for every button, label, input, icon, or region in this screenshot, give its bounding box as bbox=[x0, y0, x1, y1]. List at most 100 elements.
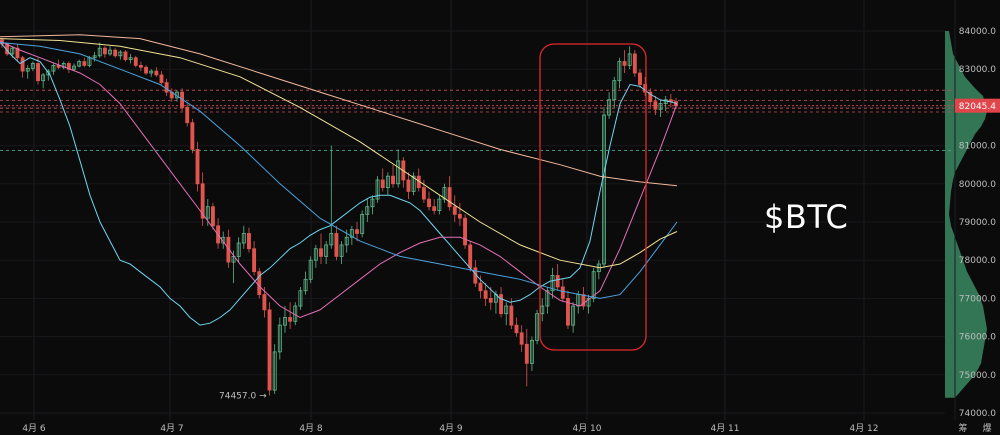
candle-body bbox=[529, 340, 534, 364]
x-tick-label: 4月 11 bbox=[710, 423, 739, 434]
candle-body bbox=[622, 61, 627, 66]
candle-body bbox=[308, 259, 313, 280]
candle-body bbox=[612, 80, 617, 101]
candle bbox=[15, 44, 20, 62]
candle-body bbox=[571, 305, 576, 326]
candle-body bbox=[391, 175, 395, 185]
y-tick-label: 77000.0 bbox=[959, 294, 996, 304]
candle bbox=[658, 99, 663, 117]
candle-body bbox=[20, 57, 25, 72]
candle-body bbox=[159, 74, 164, 83]
candle-body bbox=[51, 64, 56, 72]
candle-body bbox=[509, 305, 514, 326]
candle bbox=[82, 57, 87, 68]
candle-body bbox=[483, 290, 488, 299]
candle bbox=[262, 286, 267, 318]
candle-body bbox=[247, 233, 251, 250]
candle bbox=[339, 241, 344, 265]
candle-body bbox=[319, 248, 323, 257]
candle bbox=[20, 55, 25, 78]
candle-body bbox=[303, 278, 308, 292]
candle-body bbox=[102, 47, 107, 55]
candle-body bbox=[627, 53, 632, 66]
candle-body bbox=[550, 275, 555, 292]
candle-body bbox=[108, 49, 112, 55]
candle-body bbox=[324, 244, 329, 257]
candle bbox=[113, 48, 118, 58]
y-tick-label: 80000.0 bbox=[959, 180, 996, 190]
candle-body bbox=[545, 290, 550, 307]
candle bbox=[566, 290, 570, 329]
candle bbox=[298, 286, 303, 310]
candle-body bbox=[205, 206, 210, 219]
candle-body bbox=[252, 248, 257, 273]
candle bbox=[488, 286, 493, 310]
x-tick-label: 4月 6 bbox=[22, 423, 46, 434]
candle bbox=[555, 264, 560, 291]
candle bbox=[36, 57, 40, 85]
candle bbox=[602, 107, 606, 268]
candle bbox=[144, 65, 149, 75]
candle-body bbox=[442, 187, 447, 200]
candle-body bbox=[15, 47, 20, 59]
y-tick-label: 76000.0 bbox=[959, 333, 996, 343]
moving-average-line bbox=[0, 34, 678, 187]
candle bbox=[632, 50, 637, 77]
candle bbox=[370, 195, 375, 215]
candle bbox=[607, 92, 612, 119]
moving-average-line bbox=[0, 40, 678, 319]
candle-body bbox=[540, 305, 545, 315]
candle bbox=[483, 283, 488, 307]
candle-body bbox=[185, 107, 190, 124]
candle bbox=[66, 61, 71, 74]
candle bbox=[663, 95, 668, 112]
candle bbox=[648, 88, 653, 108]
candle-body bbox=[638, 72, 642, 85]
candle bbox=[308, 256, 313, 284]
candle-body bbox=[452, 206, 457, 215]
candle bbox=[529, 336, 534, 371]
candle bbox=[200, 172, 205, 226]
bottom-right-label[interactable]: 爆 bbox=[982, 422, 991, 434]
candle bbox=[349, 225, 354, 245]
candle-body bbox=[272, 351, 277, 391]
candle bbox=[241, 225, 246, 249]
candle bbox=[463, 214, 467, 249]
candle-body bbox=[277, 324, 282, 353]
candle bbox=[401, 157, 406, 188]
candle-body bbox=[231, 255, 236, 263]
candle bbox=[211, 202, 215, 230]
candle-body bbox=[535, 313, 540, 341]
candle-body bbox=[447, 187, 452, 208]
candle bbox=[591, 267, 596, 303]
candle-body bbox=[329, 233, 334, 246]
candle bbox=[519, 325, 524, 352]
candle bbox=[617, 57, 622, 89]
candle-body bbox=[118, 51, 123, 57]
moving-average-line bbox=[0, 42, 678, 299]
candle bbox=[25, 65, 30, 79]
candle-body bbox=[154, 70, 159, 76]
candle-body bbox=[355, 229, 359, 234]
candle-body bbox=[46, 70, 51, 76]
x-tick-label: 4月 10 bbox=[572, 423, 601, 434]
y-tick-label: 78000.0 bbox=[959, 256, 996, 266]
volume-profile bbox=[945, 31, 987, 398]
candle bbox=[236, 237, 241, 263]
candle bbox=[442, 183, 447, 203]
candle bbox=[97, 42, 102, 58]
bottom-right-label[interactable]: 筹 bbox=[958, 422, 967, 434]
candle-body bbox=[617, 61, 622, 82]
candle-body bbox=[411, 175, 416, 192]
candle bbox=[457, 202, 462, 226]
candle-body bbox=[463, 217, 467, 246]
candle-body bbox=[488, 297, 493, 303]
x-tick-label: 4月 7 bbox=[160, 423, 183, 434]
candle bbox=[560, 279, 565, 303]
candle bbox=[164, 78, 169, 96]
candle bbox=[195, 141, 200, 192]
x-tick-label: 4月 9 bbox=[439, 423, 463, 434]
candle bbox=[360, 210, 365, 238]
